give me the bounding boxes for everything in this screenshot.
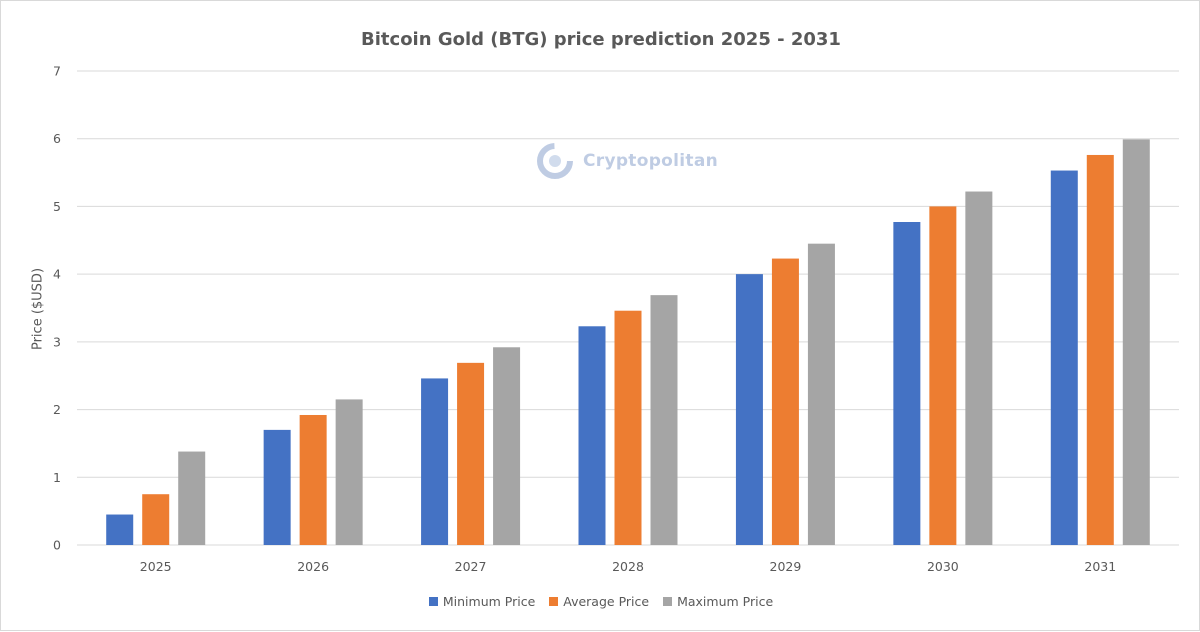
bar-maximum-price-2031: [1122, 139, 1150, 546]
bar-maximum-price-2027: [493, 347, 521, 545]
x-tick-label: 2029: [770, 559, 802, 574]
bar-minimum-price-2027: [421, 378, 449, 545]
legend-item: Average Price: [549, 594, 649, 609]
bar-maximum-price-2026: [335, 399, 363, 545]
bar-minimum-price-2028: [578, 326, 606, 545]
x-tick-label: 2028: [612, 559, 644, 574]
bar-minimum-price-2030: [893, 222, 921, 545]
bar-average-price-2026: [299, 414, 327, 545]
legend-label: Maximum Price: [677, 594, 774, 609]
watermark: Cryptopolitan: [533, 139, 718, 183]
chart-title: Bitcoin Gold (BTG) price prediction 2025…: [361, 29, 841, 50]
legend-swatch: [549, 597, 559, 606]
legend-item: Minimum Price: [428, 594, 536, 609]
bar-average-price-2027: [457, 362, 485, 545]
y-tick-label: 5: [53, 199, 61, 214]
legend-item: Maximum Price: [663, 594, 773, 609]
y-tick-label: 4: [53, 267, 61, 282]
y-tick-label: 6: [53, 131, 61, 146]
bar-maximum-price-2028: [650, 295, 678, 545]
bar-average-price-2030: [929, 206, 957, 545]
bar-minimum-price-2025: [106, 514, 134, 545]
x-tick-label: 2027: [455, 559, 487, 574]
legend-swatch: [428, 597, 438, 606]
watermark-text: Cryptopolitan: [583, 151, 719, 171]
legend-swatch: [663, 597, 673, 606]
y-tick-label: 0: [53, 538, 61, 553]
bar-average-price-2028: [614, 310, 642, 545]
x-tick-label: 2026: [297, 559, 329, 574]
y-tick-label: 3: [53, 334, 61, 349]
legend: Minimum Price Average Price Maximum Price: [1, 594, 1200, 609]
bar-minimum-price-2026: [263, 429, 291, 545]
bar-average-price-2031: [1086, 154, 1114, 546]
bar-maximum-price-2029: [807, 243, 835, 545]
bar-minimum-price-2031: [1050, 170, 1078, 546]
bar-minimum-price-2029: [735, 274, 763, 545]
x-tick-label: 2025: [140, 559, 172, 574]
bar-average-price-2025: [142, 494, 170, 545]
cryptopolitan-logo-icon: [537, 143, 573, 179]
y-tick-label: 2: [53, 402, 61, 417]
legend-label: Average Price: [563, 594, 650, 609]
bar-maximum-price-2025: [178, 451, 206, 545]
legend-label: Minimum Price: [442, 594, 536, 609]
x-tick-label: 2031: [1084, 559, 1116, 574]
y-tick-label: 7: [53, 64, 61, 79]
y-tick-label: 1: [53, 470, 61, 485]
bar-average-price-2029: [771, 258, 799, 545]
x-tick-label: 2030: [927, 559, 959, 574]
bar-maximum-price-2030: [965, 191, 993, 545]
